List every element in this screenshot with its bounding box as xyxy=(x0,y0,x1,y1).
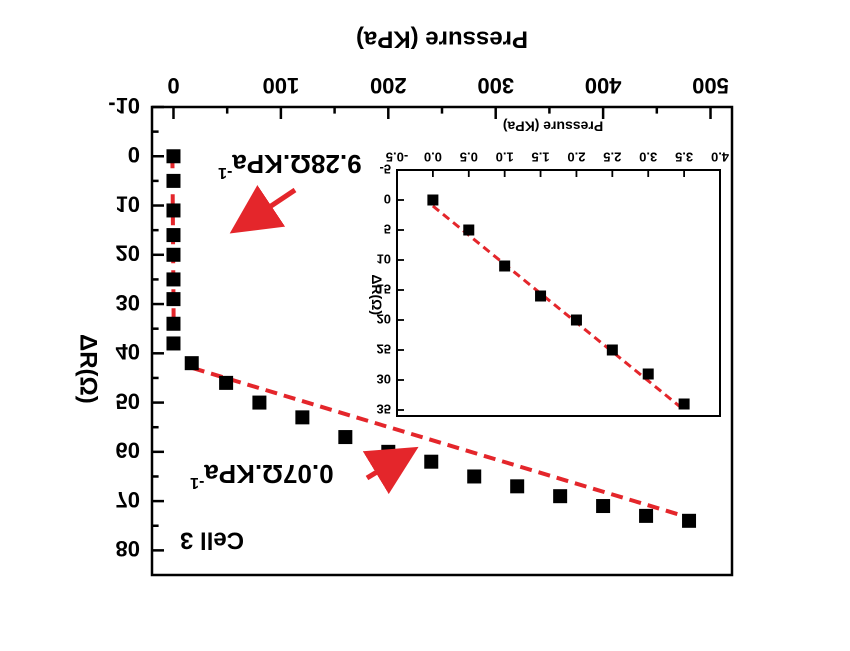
data-point xyxy=(639,508,654,523)
inset-x-axis-label: Pressure (KPa) xyxy=(503,119,603,135)
inset-chart: -0.5 0.0 0.5 1.0 1.5 2.0 2.5 3.0 3.5 4.0 -5 0 5 10 15… xyxy=(369,119,729,417)
data-point xyxy=(499,260,511,272)
inset-y-axis-label: ΔR(Ω) xyxy=(369,274,385,315)
data-point xyxy=(381,444,396,459)
y-tick-label: 35 xyxy=(377,401,391,416)
y-tick-label: 50 xyxy=(116,388,140,413)
x-tick-label: 300 xyxy=(477,73,514,98)
x-tick-label: 1.5 xyxy=(532,149,550,164)
data-point xyxy=(166,203,181,218)
data-point xyxy=(166,292,181,307)
y-tick-label: 5 xyxy=(384,221,391,236)
x-tick-label: 3.5 xyxy=(675,149,693,164)
annotation-high-sensitivity: 9.28Ω.KPa-1 xyxy=(218,149,362,181)
y-tick-label: 0 xyxy=(384,191,391,206)
main-y-tick-labels: -10 0 10 20 30 40 50 60 70 80 xyxy=(108,93,140,561)
data-point xyxy=(166,149,181,164)
data-point xyxy=(467,469,482,484)
data-point xyxy=(166,247,181,262)
svg-text:0.07Ω.KPa-1: 0.07Ω.KPa-1 xyxy=(190,459,334,491)
x-tick-label: 0.0 xyxy=(424,149,442,164)
data-point xyxy=(166,228,181,243)
x-tick-label: 0.5 xyxy=(460,149,478,164)
main-x-tick-labels: 0 100 200 300 400 500 xyxy=(167,73,729,98)
x-tick-label: 0 xyxy=(167,73,179,98)
data-point xyxy=(570,314,582,326)
arrow-high xyxy=(229,185,297,234)
data-point xyxy=(463,224,475,236)
data-point xyxy=(295,410,310,425)
data-point xyxy=(642,368,654,380)
data-point xyxy=(682,513,697,528)
annotation-low-sensitivity: 0.07Ω.KPa-1 xyxy=(190,459,334,491)
inset-fit-lines xyxy=(431,204,686,412)
inset-axis-ticks xyxy=(396,169,721,411)
y-tick-label: 25 xyxy=(377,341,391,356)
main-y-axis-label: ΔR(Ω) xyxy=(75,334,102,404)
inset-x-tick-labels: -0.5 0.0 0.5 1.0 1.5 2.0 2.5 3.0 3.5 4.0 xyxy=(386,149,729,164)
arrow-low xyxy=(362,446,419,495)
main-x-axis-label: Pressure (KPa) xyxy=(356,25,528,52)
x-tick-label: 100 xyxy=(263,73,300,98)
y-tick-label: -5 xyxy=(379,161,391,176)
y-tick-label: 40 xyxy=(116,339,140,364)
data-point xyxy=(252,395,267,410)
data-point xyxy=(553,489,568,504)
y-tick-label: 30 xyxy=(116,290,140,315)
data-point xyxy=(166,173,181,188)
y-tick-label: 10 xyxy=(116,191,140,216)
x-tick-label: 500 xyxy=(692,73,729,98)
data-point xyxy=(166,272,181,287)
data-point xyxy=(166,316,181,331)
data-point xyxy=(678,398,690,410)
y-tick-label: -10 xyxy=(108,93,140,118)
y-tick-label: 20 xyxy=(116,241,140,266)
y-tick-label: 10 xyxy=(377,251,391,266)
data-point xyxy=(219,375,234,390)
annotation-high-text: 9.28Ω.KPa xyxy=(232,149,362,179)
data-point xyxy=(338,430,353,445)
cell-label: Cell 3 xyxy=(180,526,244,553)
x-tick-label: 400 xyxy=(585,73,622,98)
x-tick-label: 200 xyxy=(370,73,407,98)
inset-data-points xyxy=(427,194,690,410)
data-point xyxy=(184,356,199,371)
inset-y-tick-labels: -5 0 5 10 15 20 25 30 35 xyxy=(377,161,391,416)
inset-plot-frame xyxy=(396,169,721,417)
fit-line xyxy=(192,366,701,523)
x-tick-label: 2.5 xyxy=(603,149,621,164)
y-tick-label: 70 xyxy=(116,487,140,512)
data-point xyxy=(510,479,525,494)
fit-line xyxy=(431,204,686,412)
annotation-high-sup: -1 xyxy=(218,164,232,181)
y-tick-label: 20 xyxy=(377,311,391,326)
data-point xyxy=(606,344,618,356)
y-tick-label: 0 xyxy=(128,142,140,167)
x-tick-label: 1.0 xyxy=(496,149,514,164)
main-axis-ticks xyxy=(152,105,712,552)
x-tick-label: 3.0 xyxy=(639,149,657,164)
annotation-low-text: 0.07Ω.KPa xyxy=(204,459,334,489)
svg-text:9.28Ω.KPa-1: 9.28Ω.KPa-1 xyxy=(218,149,362,181)
annotation-low-sup: -1 xyxy=(190,474,204,491)
data-point xyxy=(535,290,547,302)
y-tick-label: 60 xyxy=(116,438,140,463)
x-tick-label: 2.0 xyxy=(567,149,585,164)
data-point xyxy=(166,336,181,351)
y-tick-label: 15 xyxy=(377,281,391,296)
y-tick-label: 30 xyxy=(377,371,391,386)
data-point xyxy=(596,499,611,514)
data-point xyxy=(427,194,439,206)
y-tick-label: 80 xyxy=(116,536,140,561)
x-tick-label: 4.0 xyxy=(711,149,729,164)
x-tick-label: -0.5 xyxy=(386,149,408,164)
data-point xyxy=(424,454,439,469)
